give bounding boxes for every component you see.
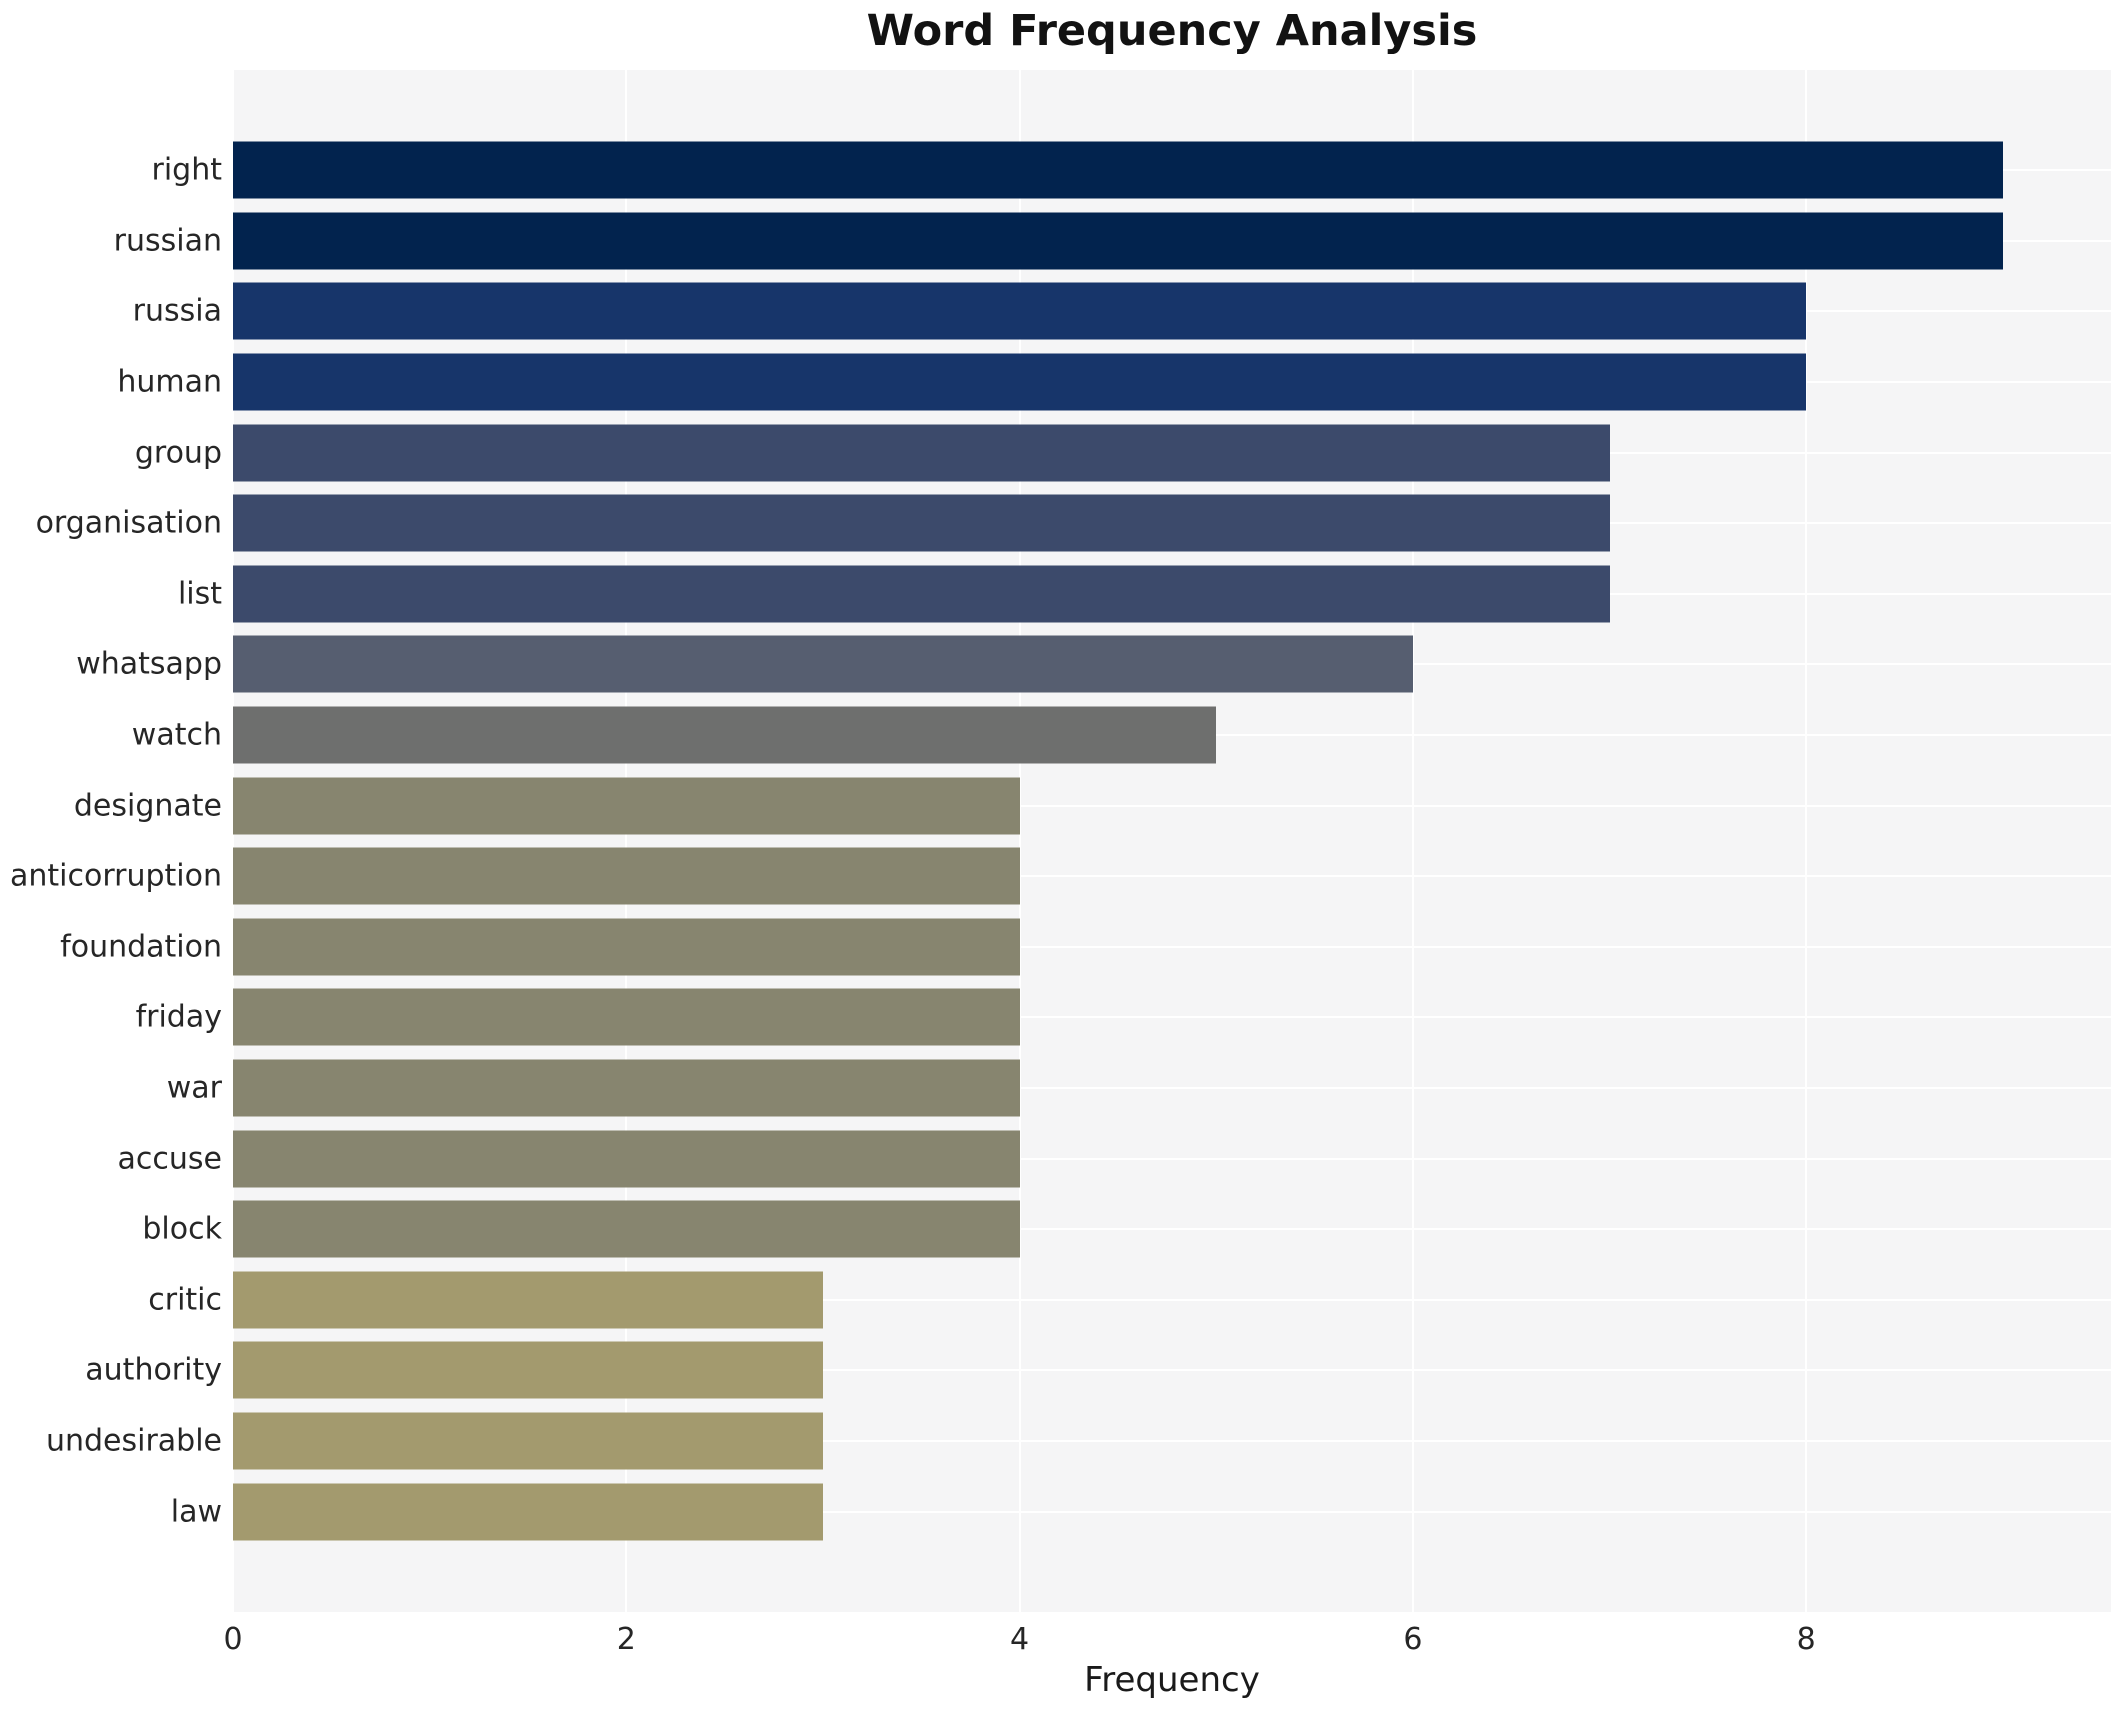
bar-row-foundation: foundation	[60, 912, 2111, 983]
category-label-accuse: accuse	[117, 1141, 222, 1177]
x-axis-label: Frequency	[1084, 1660, 1260, 1700]
x-tick-label-6: 6	[1403, 1622, 1423, 1657]
frequency-bar-authority	[233, 1341, 823, 1399]
frequency-bar-law	[233, 1483, 823, 1541]
gridline-y-law	[233, 1510, 2111, 1513]
gridline-x-6	[1411, 70, 1414, 1612]
category-label-list: list	[177, 576, 222, 612]
bar-row-authority: authority	[85, 1335, 2111, 1406]
bar-row-human: human	[117, 347, 2111, 418]
bar-row-list: list	[178, 559, 2111, 630]
bar-row-accuse: accuse	[118, 1123, 2111, 1194]
x-tick-label-2: 2	[616, 1622, 636, 1657]
bar-row-whatsapp: whatsapp	[76, 629, 2111, 700]
bar-row-friday: friday	[136, 982, 2111, 1053]
bar-row-russian: russian	[114, 206, 2111, 277]
category-label-russian: russian	[113, 223, 222, 259]
bar-row-watch: watch	[132, 700, 2111, 771]
category-label-anticorruption: anticorruption	[9, 858, 222, 894]
bar-row-russia: russia	[133, 276, 2111, 347]
bar-row-designate: designate	[74, 770, 2111, 841]
plot-area: right russian russia human group organisation…	[10, 70, 2111, 1612]
frequency-bar-designate	[233, 777, 1020, 835]
frequency-bar-human	[233, 353, 1807, 411]
x-tick-label-8: 8	[1796, 1622, 1816, 1657]
frequency-bar-group	[233, 424, 1610, 482]
gridline-y-block	[233, 1228, 2111, 1231]
x-tick-label-4: 4	[1010, 1622, 1030, 1657]
frequency-bar-list	[233, 565, 1610, 623]
gridline-y-friday	[233, 1016, 2111, 1019]
category-label-whatsapp: whatsapp	[76, 646, 222, 682]
frequency-bar-whatsapp	[233, 635, 1413, 693]
gridline-x-8	[1805, 70, 1808, 1612]
bar-row-block: block	[142, 1194, 2111, 1265]
gridline-x-2	[625, 70, 628, 1612]
frequency-bar-accuse	[233, 1130, 1020, 1188]
category-label-russia: russia	[132, 293, 222, 329]
gridline-y-undesirable	[233, 1439, 2111, 1442]
bar-row-critic: critic	[148, 1265, 2111, 1336]
gridline-y-war	[233, 1087, 2111, 1090]
gridline-x-0	[232, 70, 234, 1612]
frequency-bar-anticorruption	[233, 847, 1020, 905]
bar-row-right: right	[152, 135, 2111, 206]
frequency-bar-critic	[233, 1271, 823, 1329]
chart-title: Word Frequency Analysis	[866, 6, 1478, 56]
frequency-bar-russian	[233, 212, 2003, 270]
gridline-y-anticorruption	[233, 875, 2111, 878]
category-label-group: group	[134, 435, 222, 471]
category-label-authority: authority	[85, 1352, 222, 1388]
gridline-y-critic	[233, 1298, 2111, 1301]
frequency-bar-russia	[233, 282, 1807, 340]
category-label-friday: friday	[135, 999, 222, 1035]
frequency-bar-right	[233, 141, 2003, 199]
bar-row-organisation: organisation	[36, 488, 2111, 559]
frequency-bar-friday	[233, 988, 1020, 1046]
category-label-designate: designate	[73, 788, 222, 824]
category-label-war: war	[166, 1070, 222, 1106]
frequency-bar-war	[233, 1059, 1020, 1117]
bar-row-law: law	[171, 1476, 2111, 1547]
category-label-organisation: organisation	[35, 505, 222, 541]
category-label-critic: critic	[148, 1282, 222, 1318]
category-label-foundation: foundation	[60, 929, 222, 965]
x-tick-label-0: 0	[223, 1622, 243, 1657]
frequency-bar-block	[233, 1200, 1020, 1258]
gridline-y-foundation	[233, 945, 2111, 948]
gridline-y-designate	[233, 804, 2111, 807]
bar-row-war: war	[167, 1053, 2111, 1124]
frequency-bar-foundation	[233, 918, 1020, 976]
bar-row-undesirable: undesirable	[46, 1406, 2111, 1477]
gridline-x-4	[1018, 70, 1021, 1612]
category-label-watch: watch	[131, 717, 222, 753]
category-label-undesirable: undesirable	[45, 1423, 222, 1459]
bar-row-anticorruption: anticorruption	[10, 841, 2111, 912]
gridline-y-accuse	[233, 1157, 2111, 1160]
category-label-right: right	[151, 152, 223, 188]
frequency-bar-undesirable	[233, 1412, 823, 1470]
category-label-block: block	[142, 1211, 222, 1247]
category-label-law: law	[170, 1494, 222, 1530]
bar-row-group: group	[135, 417, 2111, 488]
gridline-y-authority	[233, 1369, 2111, 1372]
bar-rows: right russian russia human group organisation…	[10, 135, 2111, 1547]
frequency-bar-organisation	[233, 494, 1610, 552]
category-label-human: human	[117, 364, 222, 400]
frequency-bar-watch	[233, 706, 1217, 764]
